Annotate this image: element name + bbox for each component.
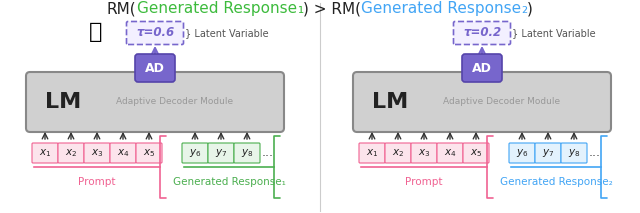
Text: $x_2$: $x_2$ [65,147,77,159]
Text: 🏆: 🏆 [90,22,102,42]
Text: Prompt: Prompt [405,177,443,187]
Text: $x_5$: $x_5$ [143,147,155,159]
FancyBboxPatch shape [454,22,511,45]
Text: } Latent Variable: } Latent Variable [185,28,269,38]
Text: $x_1$: $x_1$ [39,147,51,159]
Text: $x_5$: $x_5$ [470,147,482,159]
FancyBboxPatch shape [359,143,385,163]
Text: $x_3$: $x_3$ [418,147,430,159]
Text: Prompt: Prompt [78,177,116,187]
Text: $y_6$: $y_6$ [189,147,201,159]
Text: $x_4$: $x_4$ [116,147,129,159]
FancyBboxPatch shape [437,143,463,163]
Text: $x_1$: $x_1$ [366,147,378,159]
FancyBboxPatch shape [462,54,502,82]
FancyBboxPatch shape [58,143,84,163]
Text: ...: ... [262,147,274,160]
FancyBboxPatch shape [463,143,489,163]
Text: $x_4$: $x_4$ [444,147,456,159]
Text: Generated Response₂: Generated Response₂ [500,177,612,187]
FancyBboxPatch shape [509,143,535,163]
Text: Adaptive Decoder Module: Adaptive Decoder Module [116,98,234,106]
Text: AD: AD [472,62,492,75]
FancyBboxPatch shape [385,143,411,163]
Text: ₁: ₁ [297,1,303,16]
Text: LM: LM [45,92,81,112]
Text: $x_3$: $x_3$ [91,147,103,159]
Text: ) > RM(: ) > RM( [303,1,361,16]
Text: ₂: ₂ [521,1,527,16]
FancyBboxPatch shape [182,143,208,163]
Text: $y_8$: $y_8$ [568,147,580,159]
Text: RM(: RM( [107,1,136,16]
FancyBboxPatch shape [561,143,587,163]
Text: $x_2$: $x_2$ [392,147,404,159]
FancyBboxPatch shape [135,54,175,82]
Text: ...: ... [589,147,601,160]
FancyBboxPatch shape [26,72,284,132]
Text: τ=0.2: τ=0.2 [463,26,501,39]
Text: τ=0.6: τ=0.6 [136,26,174,39]
FancyBboxPatch shape [127,22,184,45]
Text: $y_7$: $y_7$ [542,147,554,159]
FancyBboxPatch shape [110,143,136,163]
Text: AD: AD [145,62,165,75]
Text: Generated Response: Generated Response [361,1,521,16]
Text: $y_7$: $y_7$ [215,147,227,159]
FancyBboxPatch shape [136,143,162,163]
FancyBboxPatch shape [208,143,234,163]
Text: Generated Response₁: Generated Response₁ [173,177,285,187]
Text: Generated Response: Generated Response [136,1,297,16]
Text: $y_8$: $y_8$ [241,147,253,159]
Text: } Latent Variable: } Latent Variable [512,28,596,38]
Text: ): ) [527,1,533,16]
FancyBboxPatch shape [411,143,437,163]
Text: $y_6$: $y_6$ [516,147,528,159]
Text: Adaptive Decoder Module: Adaptive Decoder Module [444,98,561,106]
FancyBboxPatch shape [32,143,58,163]
FancyBboxPatch shape [353,72,611,132]
FancyBboxPatch shape [234,143,260,163]
FancyBboxPatch shape [84,143,110,163]
FancyBboxPatch shape [535,143,561,163]
Text: LM: LM [372,92,408,112]
